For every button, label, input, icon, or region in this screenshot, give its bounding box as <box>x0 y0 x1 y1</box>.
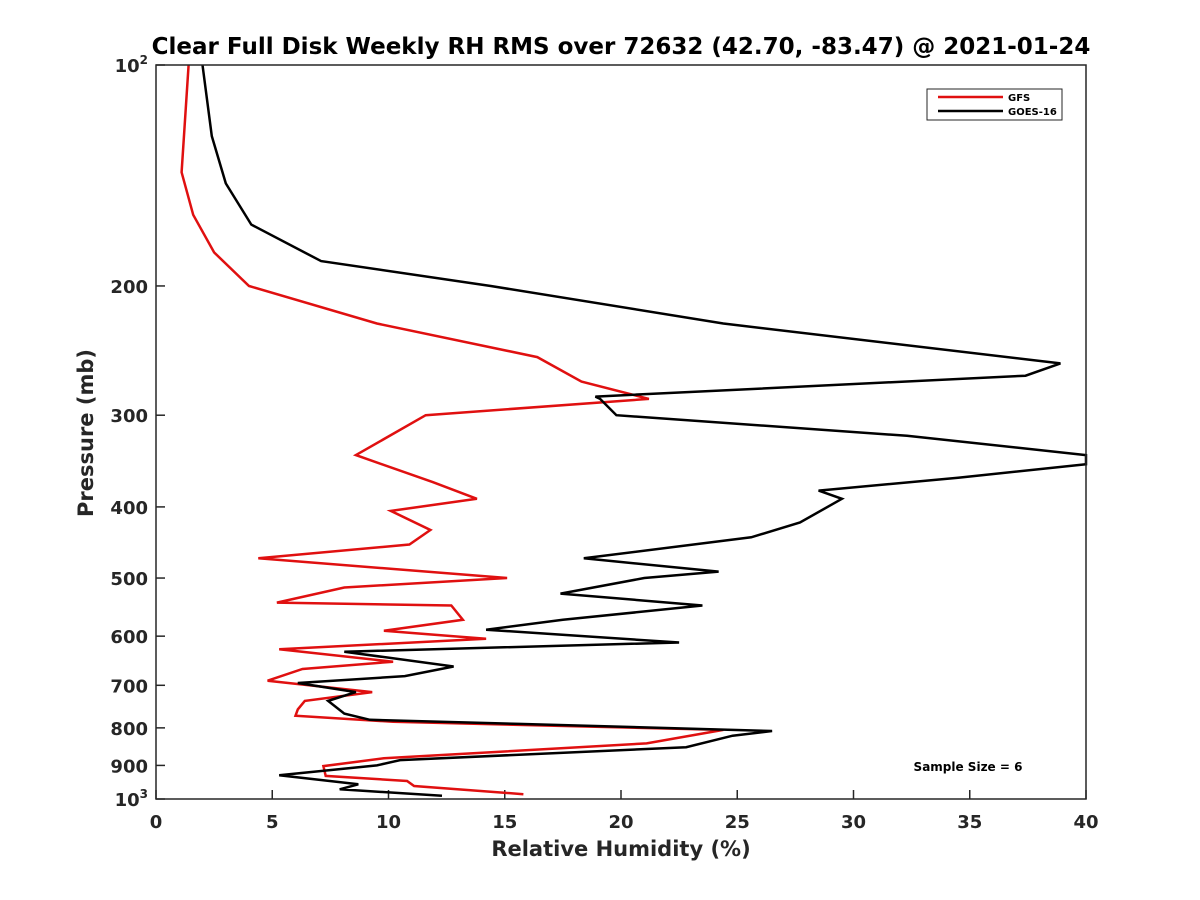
series-layer <box>180 64 1088 798</box>
legend-label-gfs: GFS <box>1008 93 1030 104</box>
series-line-goes16 <box>201 64 1088 798</box>
y-tick-label: 102 <box>115 53 148 77</box>
series-line-gfs <box>180 64 724 796</box>
x-tick-label: 35 <box>957 812 982 833</box>
x-tick-label: 0 <box>150 812 163 833</box>
legend: GFS GOES-16 <box>926 88 1063 121</box>
x-tick-label: 15 <box>492 812 517 833</box>
y-tick-label: 103 <box>115 787 148 811</box>
y-tick-label: 900 <box>110 756 148 777</box>
x-tick-label: 20 <box>608 812 633 833</box>
legend-box <box>926 88 1063 121</box>
y-tick-label: 500 <box>110 569 148 590</box>
x-tick-label: 40 <box>1073 812 1098 833</box>
x-tick-label: 5 <box>266 812 279 833</box>
x-tick-label: 30 <box>841 812 866 833</box>
y-tick-label: 600 <box>110 627 148 648</box>
y-tick-label: 200 <box>110 277 148 298</box>
y-tick-label: 400 <box>110 498 148 519</box>
chart-title: Clear Full Disk Weekly RH RMS over 72632… <box>152 34 1091 60</box>
y-tick-label: 800 <box>110 719 148 740</box>
sample-size-annotation: Sample Size = 6 <box>914 760 1023 774</box>
y-tick-label: 700 <box>110 676 148 697</box>
plot-area-border <box>155 64 1087 800</box>
y-axis-label: Pressure (mb) <box>74 349 98 517</box>
x-axis-label: Relative Humidity (%) <box>491 837 750 861</box>
x-tick-label: 25 <box>725 812 750 833</box>
y-tick-label: 300 <box>110 406 148 427</box>
legend-label-goes16: GOES-16 <box>1008 107 1057 118</box>
tick-layer: 0 5 10 15 20 25 30 35 40 102 200 300 400 500 600 700 800… <box>110 53 1098 833</box>
x-tick-label: 10 <box>376 812 401 833</box>
